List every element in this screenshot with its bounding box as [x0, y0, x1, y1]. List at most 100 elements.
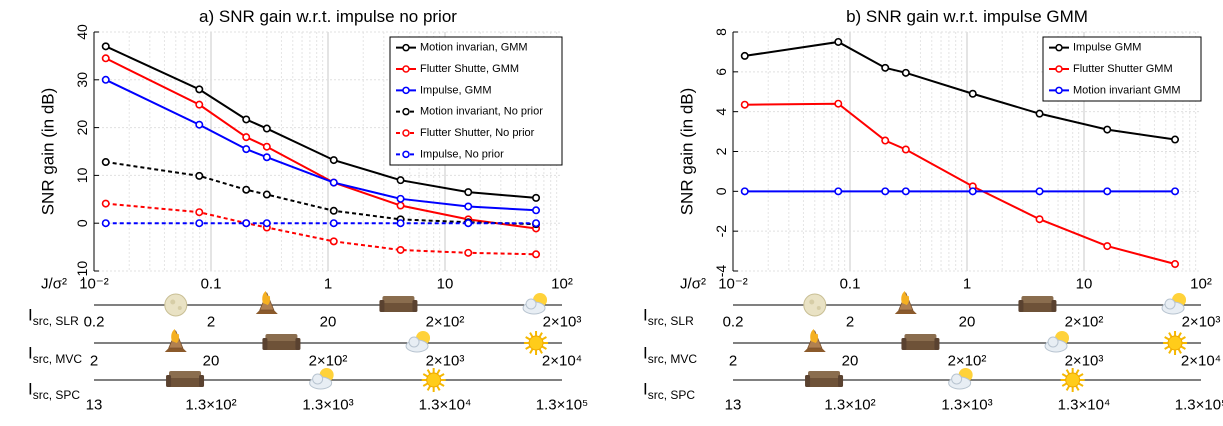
sun-ray: [1168, 348, 1173, 354]
data-point: [881, 136, 890, 145]
y-tick-label: -2: [713, 225, 729, 238]
chart-title: b) SNR gain w.r.t. impulse GMM: [846, 7, 1088, 26]
scale-rows: J/σ² 10⁻² 0.1 1 10 10² Isrc, SLR 0.2 2 20 2×10² 2×1…: [28, 276, 588, 414]
moon-disc: [803, 293, 827, 317]
data-point: [195, 219, 204, 228]
moon-disc: [164, 293, 188, 317]
data-point: [740, 51, 749, 60]
y-tick-label: -10: [74, 261, 90, 281]
scale-tick-label: 2: [90, 353, 98, 370]
scale-tick-label: 20: [203, 353, 220, 370]
series-0: [740, 37, 1180, 144]
data-point: [396, 201, 405, 210]
scale-tick-label: 1.3×10⁴: [419, 397, 472, 414]
moon-crater: [816, 306, 821, 310]
scale-tick-label: 20: [842, 353, 859, 370]
scale-row-label: Isrc, MVC: [28, 344, 82, 367]
legend-entry: Impulse, No prior: [420, 148, 504, 160]
data-point: [262, 219, 271, 228]
data-point: [195, 120, 204, 129]
scale-row-label-sub: src, SLR: [648, 314, 694, 328]
sun-ray: [1164, 336, 1170, 341]
legend-swatch-marker: [402, 65, 410, 73]
sun-ray: [1078, 373, 1084, 378]
legend: Impulse GMM Flutter Shutter GMM Motion inv…: [1042, 36, 1202, 102]
sofa-seat: [168, 378, 203, 387]
sun-disc: [1167, 335, 1183, 351]
cloudy-icon: [405, 331, 431, 353]
scale-tick-label: 2×10²: [309, 353, 348, 370]
data-point: [262, 142, 271, 151]
scale-tick-label: 2×10³: [543, 314, 582, 331]
sun-ray: [541, 336, 547, 341]
sun-ray: [1065, 385, 1071, 391]
sofa-arm: [295, 338, 301, 350]
y-tick-label: 0: [74, 219, 90, 227]
scale-tick-label: 1.3×10³: [941, 397, 992, 414]
sun-ray: [529, 332, 534, 338]
data-point: [101, 158, 110, 167]
legend-entry: Flutter Shutter, No prior: [420, 127, 535, 139]
data-point: [329, 237, 338, 246]
legend-entry: Impulse GMM: [1073, 42, 1141, 54]
legend-entry: Flutter Shutte, GMM: [420, 63, 519, 75]
data-point: [101, 54, 110, 63]
sun-icon: [524, 331, 549, 355]
cloudy-cloud-puff: [1047, 336, 1059, 348]
data-point: [532, 206, 541, 215]
legend-entry: Flutter Shutter GMM: [1073, 63, 1173, 75]
data-point: [901, 187, 910, 196]
j-sigma-label: J/σ²: [41, 276, 67, 293]
scale-tick-label: 1.3×10³: [302, 397, 353, 414]
data-point: [1103, 125, 1112, 134]
sun-icon: [1060, 368, 1085, 392]
data-point: [262, 153, 271, 162]
legend: Motion invarian, GMM Flutter Shutte, GMM I…: [389, 36, 563, 166]
sofa-arm: [412, 300, 418, 312]
y-tick-label: 30: [74, 72, 90, 88]
j-sigma-label: J/σ²: [680, 276, 706, 293]
series-0: [101, 42, 541, 202]
sun-ray: [1177, 332, 1182, 338]
chart-title: a) SNR gain w.r.t. impulse no prior: [199, 7, 457, 26]
sun-ray: [1180, 345, 1186, 350]
campfire-flame: [262, 291, 271, 305]
data-point: [740, 100, 749, 109]
sun-ray: [541, 345, 547, 350]
j-tick-label: 10: [1076, 276, 1093, 293]
sun-ray: [439, 373, 445, 378]
data-point: [101, 219, 110, 228]
sofa-icon: [262, 334, 301, 350]
legend-swatch-marker: [402, 43, 410, 52]
data-point: [329, 206, 338, 215]
data-point: [396, 219, 405, 228]
sofa-icon: [1018, 296, 1057, 312]
sofa-seat: [264, 341, 299, 350]
data-point: [532, 219, 541, 228]
y-tick-label: 2: [713, 147, 729, 155]
sun-ray: [1177, 348, 1182, 354]
cloudy-icon: [309, 368, 334, 390]
data-point: [901, 68, 910, 77]
data-point: [834, 37, 843, 46]
sun-disc: [528, 335, 544, 351]
cloudy-cloud-puff: [525, 298, 537, 310]
data-point: [242, 133, 251, 142]
campfire-icon: [255, 291, 278, 314]
scale-row-label-sub: src, MVC: [33, 352, 83, 366]
sun-ray: [538, 332, 543, 338]
j-tick-label: 10⁻²: [79, 276, 109, 293]
scale-tick-label: 2×10³: [1065, 353, 1104, 370]
series-line: [744, 40, 1176, 141]
sofa-arm: [1051, 300, 1057, 312]
sofa-arm: [166, 375, 172, 387]
sun-ray: [1168, 332, 1173, 338]
scale-tick-label: 1.3×10⁴: [1058, 397, 1111, 414]
scale-tick-label: 0.2: [84, 314, 105, 331]
campfire-flame: [901, 291, 910, 305]
campfire-icon: [803, 329, 826, 352]
data-point: [242, 219, 251, 228]
cloudy-icon: [948, 368, 973, 390]
data-point: [464, 219, 473, 228]
